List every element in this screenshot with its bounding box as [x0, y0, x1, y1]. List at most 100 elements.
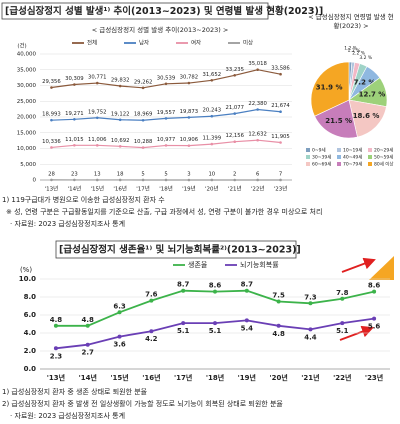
data-label: 33,235: [225, 67, 244, 73]
data-label: 21.5 %: [325, 117, 352, 125]
legend-label: 40~49세: [343, 154, 362, 161]
y-tick-label: 6.0: [24, 311, 37, 319]
legend-label: 전체: [87, 39, 97, 47]
data-point: [187, 178, 191, 182]
data-point: [276, 323, 281, 328]
data-label: 28: [48, 171, 55, 177]
legend-label: 60~69세: [312, 161, 331, 168]
data-point: [141, 86, 145, 90]
data-label: 30,782: [180, 75, 199, 81]
y-tick-label: 20,000: [17, 115, 37, 121]
data-label: 1.2 %: [348, 48, 362, 54]
x-tick-label: '14년: [68, 185, 82, 193]
data-label: 22,380: [248, 101, 267, 107]
x-tick-label: '23년: [274, 185, 288, 193]
legend-label: 0~9세: [312, 147, 326, 154]
x-tick-label: '20년: [269, 373, 287, 382]
data-point: [279, 72, 282, 76]
data-label: 23: [71, 171, 78, 177]
title-box: [55, 240, 297, 259]
x-tick-label: '16년: [142, 373, 160, 382]
legend-swatch: [337, 162, 341, 166]
data-point: [50, 178, 53, 182]
data-point: [181, 288, 186, 293]
data-point: [95, 144, 99, 147]
data-label: 30,539: [157, 75, 176, 81]
data-point: [181, 321, 186, 326]
x-tick-label: '17년: [174, 373, 192, 382]
data-point: [279, 110, 282, 114]
axis-unit: (%): [20, 266, 32, 274]
legend-label: 50~59세: [374, 154, 393, 161]
y-tick-label: 10.0: [19, 275, 36, 283]
data-point: [233, 140, 237, 144]
data-point: [256, 108, 259, 111]
data-point: [95, 178, 99, 182]
trend-arrow: [341, 257, 376, 273]
note: · 자료원: 2023 급성심장정지조사 통계: [10, 219, 125, 228]
data-label: 8.7: [241, 281, 254, 289]
data-point: [213, 289, 217, 294]
data-label: 19,557: [157, 110, 176, 116]
data-point: [308, 301, 313, 306]
y-tick-label: 0: [33, 178, 37, 184]
data-point: [95, 81, 99, 85]
x-tick-label: '18년: [159, 185, 173, 193]
data-point: [279, 141, 282, 144]
data-point: [244, 288, 249, 293]
data-label: 3.6: [113, 341, 126, 349]
data-point: [53, 323, 58, 328]
note: · 자료원: 2023 급성심장정지조사 통계: [10, 411, 125, 420]
data-point: [213, 321, 217, 326]
data-point: [141, 146, 145, 149]
data-point: [256, 68, 259, 71]
data-label: 18.6 %: [353, 112, 380, 120]
data-label: 10: [208, 171, 215, 177]
data-point: [85, 342, 90, 347]
data-point: [210, 178, 214, 182]
data-point: [50, 146, 53, 149]
data-point: [233, 178, 237, 182]
data-label: 7: [279, 171, 282, 177]
data-point: [372, 289, 377, 294]
data-label: 7.5: [272, 292, 285, 300]
pie-slice: [310, 61, 350, 117]
x-tick-label: '13년: [45, 185, 59, 193]
y-tick-label: 35,000: [17, 67, 37, 73]
data-point: [118, 118, 122, 122]
data-point: [85, 323, 90, 328]
section-title: [급성심장정지 성별 발생¹⁾ 추이(2013~2023) 및 연령별 발생 현…: [5, 5, 323, 17]
data-point: [279, 178, 282, 182]
data-point: [164, 117, 168, 120]
data-label: 11,006: [88, 137, 107, 143]
x-tick-label: '18년: [206, 373, 224, 382]
data-label: 13: [94, 171, 101, 177]
axis-unit: (건): [17, 43, 26, 50]
y-tick-label: 0.0: [24, 365, 37, 373]
data-label: 31.9 %: [316, 83, 343, 91]
note: ※ 성, 연령 구분은 구급활동일지를 기준으로 산출, 구급 과정에서 성, …: [6, 207, 322, 216]
data-label: 10,692: [111, 138, 130, 144]
data-label: 30,771: [88, 75, 107, 81]
legend-label: 뇌기능회복률: [240, 260, 279, 269]
data-label: 7.8: [336, 289, 349, 297]
data-label: 10,906: [180, 137, 199, 143]
x-tick-label: '21년: [301, 373, 319, 382]
data-point: [233, 112, 237, 115]
data-label: 8.7: [177, 281, 190, 289]
y-tick-label: 2.0: [24, 347, 37, 355]
x-tick-label: '19년: [182, 185, 196, 193]
data-label: 10,288: [134, 139, 153, 145]
data-point: [340, 296, 345, 301]
legend-swatch: [368, 148, 372, 152]
data-label: 3: [187, 171, 190, 177]
data-label: 7.3: [304, 293, 317, 301]
note: 2) 급성심장정지 환자 중 발생 전 일상생활이 가능할 정도로 뇌기능이 회…: [2, 399, 283, 408]
data-label: 4.8: [272, 330, 285, 338]
data-point: [53, 346, 58, 351]
legend-label: 남자: [139, 39, 149, 47]
data-label: 3.2 %: [359, 55, 373, 61]
y-tick-label: 10,000: [17, 146, 37, 152]
data-point: [210, 114, 214, 118]
data-label: 2.2 %: [352, 51, 366, 57]
